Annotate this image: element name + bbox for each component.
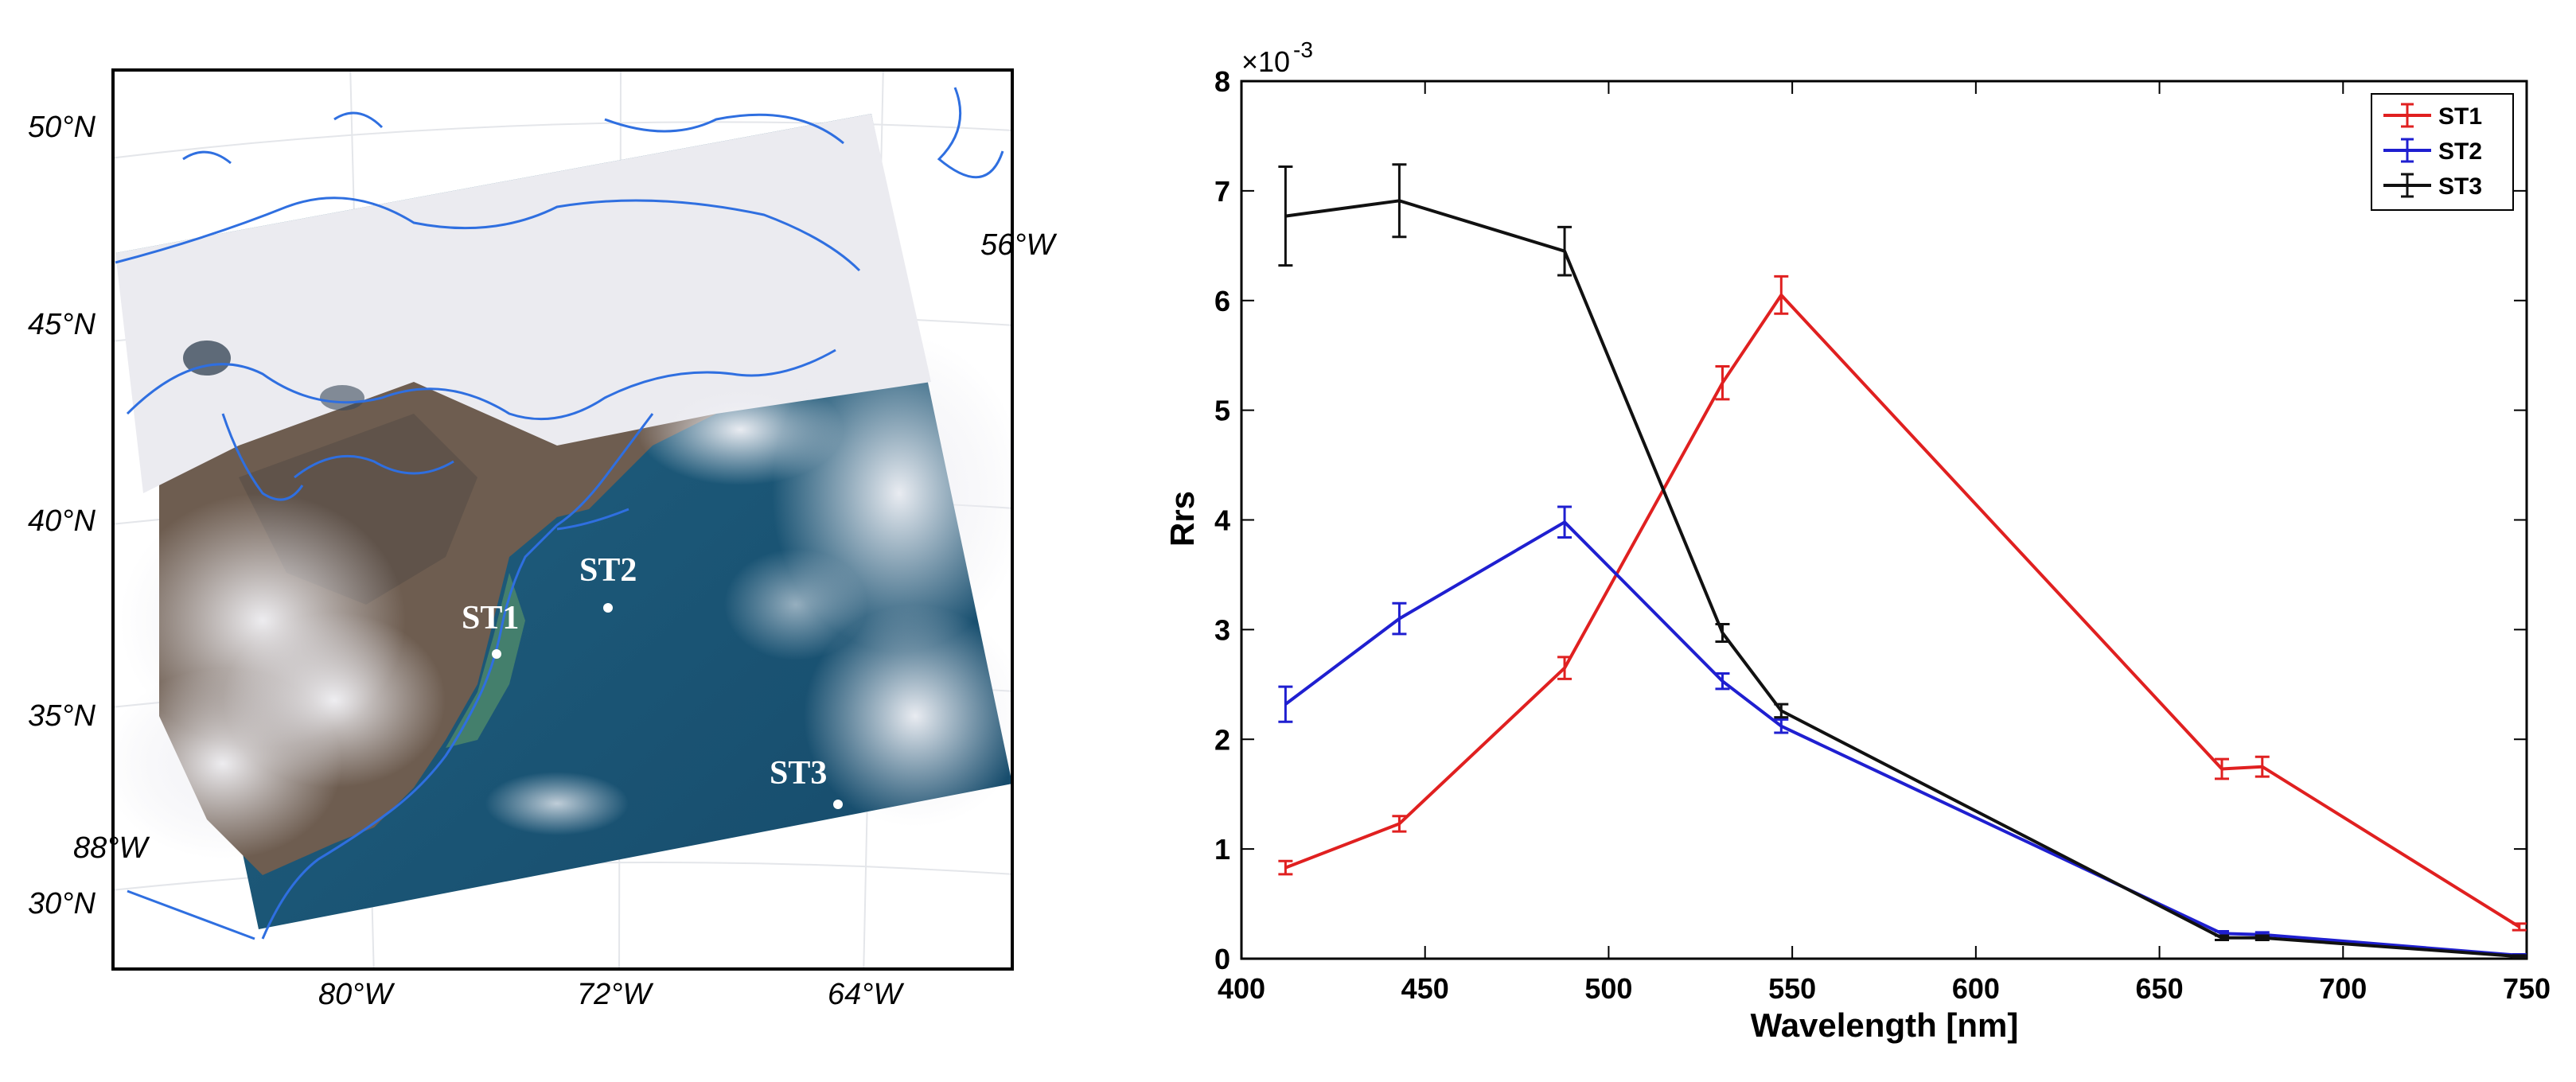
stations: ST1 ST2 ST3 bbox=[462, 552, 843, 809]
x-tick-label: 750 bbox=[2503, 972, 2551, 1005]
y-tick-label: 1 bbox=[1214, 833, 1230, 866]
legend: ST1 ST2 ST3 bbox=[2371, 93, 2514, 211]
y-axis-label: Rrs bbox=[1163, 491, 1201, 547]
error-bar-st2 bbox=[1715, 672, 1730, 691]
lon-label-80: 80°W bbox=[318, 978, 395, 1011]
station-st2-marker bbox=[603, 603, 613, 613]
error-bar-st1 bbox=[2215, 757, 2230, 780]
station-st3-label: ST3 bbox=[770, 755, 827, 792]
coastlines bbox=[115, 87, 1004, 940]
y-exponent-power: -3 bbox=[1293, 37, 1313, 62]
satellite-scene bbox=[113, 114, 1012, 929]
legend-label-st2: ST2 bbox=[2438, 138, 2482, 165]
lat-label-35: 35°N bbox=[28, 699, 95, 733]
error-bar-st1 bbox=[2254, 755, 2270, 778]
lat-label-40: 40°N bbox=[28, 504, 95, 538]
series-st3 bbox=[1278, 163, 2527, 959]
legend-item-st2: ST2 bbox=[2383, 138, 2482, 165]
legend-item-st1: ST1 bbox=[2383, 103, 2482, 130]
x-axis-label: Wavelength [nm] bbox=[1751, 1006, 2019, 1044]
y-tick-label: 0 bbox=[1214, 943, 1230, 975]
axis-ticks bbox=[1241, 80, 2527, 959]
error-bar-st1 bbox=[2512, 922, 2527, 932]
error-bar-st2 bbox=[1557, 505, 1572, 539]
chart-panel: 0 1 2 3 4 5 6 7 8 400 450 500 550 600 650 700 750 ×10 -… bbox=[1163, 37, 2551, 1044]
error-bar-st3 bbox=[2254, 934, 2270, 942]
data-series bbox=[1278, 163, 2527, 959]
y-tick-label: 7 bbox=[1214, 175, 1230, 208]
y-tick-labels: 0 1 2 3 4 5 6 7 8 bbox=[1214, 65, 1230, 975]
error-bar-st3 bbox=[1557, 225, 1572, 277]
error-bar-st2 bbox=[1392, 601, 1407, 636]
series-line-st1 bbox=[1284, 293, 2520, 928]
x-tick-label: 600 bbox=[1952, 972, 2000, 1005]
x-tick-label: 500 bbox=[1584, 972, 1632, 1005]
x-tick-label: 550 bbox=[1768, 972, 1816, 1005]
y-tick-label: 2 bbox=[1214, 723, 1230, 756]
x-tick-label: 450 bbox=[1401, 972, 1449, 1005]
lat-label-45: 45°N bbox=[28, 308, 95, 341]
error-bar-st1 bbox=[1774, 274, 1789, 315]
map-panel: ST1 ST2 ST3 50°N 45°N 40°N 35°N 30°N 80°… bbox=[28, 68, 1057, 1011]
error-bar-st3 bbox=[1392, 163, 1407, 239]
station-st1-label: ST1 bbox=[462, 600, 519, 636]
error-bar-st3 bbox=[2215, 934, 2230, 942]
lat-label-30: 30°N bbox=[28, 887, 95, 920]
error-bar-st3 bbox=[1774, 703, 1789, 719]
legend-label-st1: ST1 bbox=[2438, 103, 2482, 130]
y-tick-label: 4 bbox=[1214, 504, 1230, 537]
map-frame bbox=[111, 68, 1014, 971]
x-tick-label: 400 bbox=[1218, 972, 1265, 1005]
error-bar-st3 bbox=[1715, 622, 1730, 644]
error-bar-st1 bbox=[1392, 815, 1407, 833]
legend-label-st3: ST3 bbox=[2438, 173, 2482, 200]
station-st2-label: ST2 bbox=[579, 552, 637, 589]
plot-area bbox=[1240, 80, 2528, 960]
error-bar-st2 bbox=[1278, 685, 1293, 723]
lat-label-50: 50°N bbox=[28, 111, 95, 144]
x-tick-label: 650 bbox=[2136, 972, 2184, 1005]
y-exponent-base: ×10 bbox=[1241, 45, 1290, 78]
error-bar-st1 bbox=[1715, 364, 1730, 401]
error-bar-st2 bbox=[1774, 718, 1789, 734]
x-tick-labels: 400 450 500 550 600 650 700 750 bbox=[1218, 972, 2551, 1005]
lon-label-72: 72°W bbox=[577, 978, 653, 1011]
series-line-st2 bbox=[1284, 520, 2519, 957]
y-tick-label: 8 bbox=[1214, 65, 1230, 98]
legend-item-st3: ST3 bbox=[2383, 173, 2482, 200]
y-tick-label: 5 bbox=[1214, 395, 1230, 427]
corner-label-88w: 88°W bbox=[73, 831, 150, 865]
lon-label-64: 64°W bbox=[828, 978, 904, 1011]
series-line-st3 bbox=[1285, 199, 2519, 959]
error-bar-st3 bbox=[2512, 954, 2527, 959]
x-tick-label: 700 bbox=[2319, 972, 2367, 1005]
y-tick-label: 3 bbox=[1214, 613, 1230, 646]
error-bar-st1 bbox=[1278, 859, 1293, 876]
error-bar-st1 bbox=[1557, 656, 1572, 680]
error-bar-st3 bbox=[1278, 165, 1293, 267]
y-tick-label: 6 bbox=[1214, 285, 1230, 317]
series-st1 bbox=[1278, 274, 2527, 932]
corner-label-56w: 56°W bbox=[980, 228, 1057, 262]
station-st3-marker bbox=[833, 800, 843, 809]
station-st1-marker bbox=[492, 649, 501, 659]
